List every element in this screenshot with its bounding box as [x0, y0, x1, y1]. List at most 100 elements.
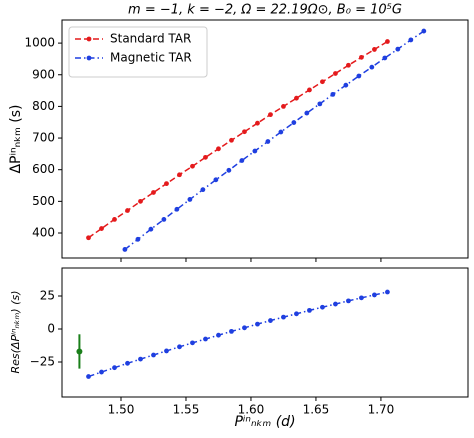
point	[229, 137, 234, 143]
point	[177, 172, 182, 178]
chart-title: m = −1, k = −2, Ω = 22.19Ω⊙, B₀ = 10⁵G	[128, 3, 402, 18]
plot-frame	[61, 267, 469, 398]
point	[333, 301, 338, 307]
point	[213, 177, 219, 183]
x-tick-label: 1.70	[368, 403, 395, 417]
x-axis-label: Pⁱⁿₙₖₘ (d)	[234, 414, 295, 430]
point	[122, 247, 128, 252]
y-tick-label: 400	[32, 225, 55, 239]
point	[190, 163, 195, 169]
point	[343, 82, 349, 88]
point	[161, 216, 167, 222]
point	[421, 28, 427, 34]
point	[291, 120, 297, 125]
point	[317, 101, 323, 107]
point	[203, 154, 208, 160]
x-tick-label: 1.55	[173, 403, 200, 417]
point	[174, 206, 180, 212]
point	[268, 112, 273, 118]
legend-label: Standard TAR	[110, 32, 191, 46]
x-tick-label: 1.60	[238, 403, 265, 417]
point	[294, 95, 299, 101]
y-tick-label: 1000	[24, 36, 55, 50]
point	[359, 54, 364, 60]
legend-label: Magnetic TAR	[110, 51, 192, 65]
point	[320, 304, 325, 310]
point	[151, 352, 156, 358]
x-tick-label: 1.50	[108, 403, 135, 417]
point	[135, 236, 141, 242]
legend-marker	[86, 36, 92, 42]
point	[86, 235, 91, 241]
point	[278, 129, 284, 135]
point	[359, 295, 364, 301]
point	[372, 292, 377, 298]
y-axis-label: Res(ΔPⁱⁿₙₖₘ) (s)	[9, 291, 22, 374]
point	[148, 226, 154, 232]
point	[408, 37, 414, 43]
point	[372, 47, 377, 52]
point	[226, 167, 232, 173]
point	[346, 62, 351, 68]
point	[307, 307, 312, 313]
point	[320, 79, 325, 85]
legend-box	[68, 26, 208, 78]
point	[99, 369, 104, 375]
y-tick-label: 0	[47, 322, 55, 336]
point	[112, 365, 117, 371]
point	[281, 314, 286, 320]
point	[268, 318, 273, 323]
point	[216, 332, 221, 338]
point	[242, 325, 247, 331]
point	[200, 187, 206, 193]
point	[307, 87, 312, 93]
y-axis-label: ΔPⁱⁿₙₖₘ (s)	[8, 104, 24, 173]
point	[112, 216, 117, 222]
plot-frame	[61, 19, 469, 259]
legend-marker	[86, 55, 92, 61]
point	[164, 181, 169, 187]
point	[333, 71, 338, 76]
point	[265, 139, 271, 144]
point	[177, 344, 182, 350]
point	[138, 356, 143, 362]
y-tick-label: 800	[32, 99, 55, 113]
y-tick-label: 500	[32, 194, 55, 208]
point	[382, 55, 388, 61]
point	[151, 190, 156, 195]
point	[369, 64, 375, 70]
point	[203, 336, 208, 342]
point	[242, 129, 247, 135]
point	[395, 46, 401, 52]
y-tick-label: 700	[32, 131, 55, 145]
point	[187, 197, 193, 202]
y-tick-label: 600	[32, 162, 55, 176]
point	[255, 120, 260, 126]
point	[190, 340, 195, 346]
point	[125, 208, 130, 213]
y-tick-label: 900	[32, 67, 55, 81]
point	[304, 110, 310, 116]
point	[294, 311, 299, 317]
point	[138, 198, 143, 204]
point	[86, 374, 91, 379]
point	[229, 328, 234, 334]
point	[385, 39, 390, 44]
point	[125, 360, 130, 366]
point	[216, 146, 221, 152]
point	[330, 91, 336, 97]
y-tick-label: 25	[40, 288, 55, 302]
point	[346, 298, 351, 304]
point	[239, 158, 245, 163]
line	[88, 40, 388, 239]
x-tick-label: 1.65	[303, 403, 330, 417]
point	[255, 321, 260, 327]
point	[99, 226, 104, 231]
line	[88, 291, 388, 378]
point	[252, 148, 258, 154]
point	[356, 73, 362, 79]
point	[76, 348, 83, 355]
point	[164, 348, 169, 354]
point	[281, 104, 286, 109]
